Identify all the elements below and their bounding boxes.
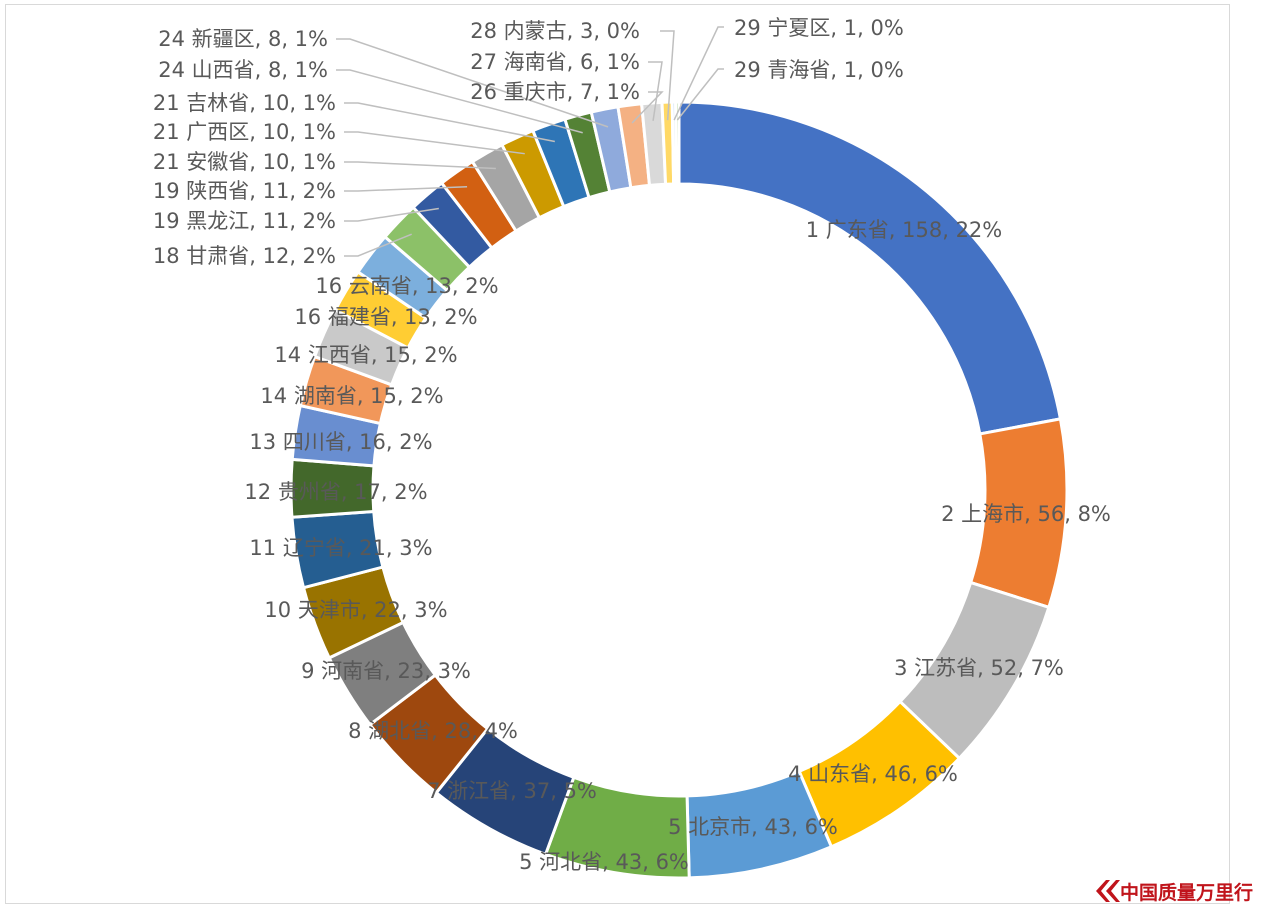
leader-line-28 xyxy=(660,30,675,121)
leader-line-25 xyxy=(336,38,609,128)
slice-label-12: 12 贵州省, 17, 2% xyxy=(244,480,427,504)
slice-label-1: 1 广东省, 158, 22% xyxy=(806,218,1003,242)
slice-label-4: 4 山东省, 46, 6% xyxy=(788,762,958,786)
slice-label-21: 21 安徽省, 10, 1% xyxy=(153,150,336,174)
slice-label-25: 24 新疆区, 8, 1% xyxy=(158,27,328,51)
leader-line-30 xyxy=(676,68,724,121)
slice-label-10: 10 天津市, 22, 3% xyxy=(264,598,447,622)
leader-line-20 xyxy=(344,185,468,192)
slice-label-8: 8 湖北省, 28, 4% xyxy=(348,719,518,743)
slice-label-14: 14 湖南省, 15, 2% xyxy=(260,384,443,408)
slice-label-9: 9 河南省, 23, 3% xyxy=(301,659,471,683)
slice-label-13: 13 四川省, 16, 2% xyxy=(249,430,432,454)
slice-label-3: 3 江苏省, 52, 7% xyxy=(894,656,1064,680)
slice-label-16: 16 福建省, 13, 2% xyxy=(294,305,477,329)
slice-label-17: 16 云南省, 13, 2% xyxy=(315,274,498,298)
donut-chart: 1 广东省, 158, 22% 2 上海市, 56, 8% 3 江苏省, 52, 7… xyxy=(153,16,1111,880)
slice-label-22: 21 广西区, 10, 1% xyxy=(153,120,336,144)
chart-frame: 1 广东省, 158, 22% 2 上海市, 56, 8% 3 江苏省, 52, 7… xyxy=(5,4,1230,904)
slice-label-2: 2 上海市, 56, 8% xyxy=(941,502,1111,526)
slice-label-7: 7 浙江省, 37, 5% xyxy=(427,779,597,803)
slice-label-23: 21 吉林省, 10, 1% xyxy=(153,91,336,115)
slice-label-29: 29 宁夏区, 1, 0% xyxy=(734,16,904,40)
leader-line-21 xyxy=(344,161,496,170)
slice-label-15: 14 江西省, 15, 2% xyxy=(274,343,457,367)
leader-line-23 xyxy=(344,102,555,143)
slice-label-18: 18 甘肃省, 12, 2% xyxy=(153,244,336,268)
double-chevron-logo-icon xyxy=(1096,880,1120,902)
slice-label-30: 29 青海省, 1, 0% xyxy=(734,58,904,82)
watermark-text: 中国质量万里行 xyxy=(1120,881,1254,904)
slice-label-26: 26 重庆市, 7, 1% xyxy=(470,80,640,104)
slice-30 xyxy=(674,100,681,186)
leader-line-29 xyxy=(673,26,724,121)
leader-line-27 xyxy=(648,61,663,122)
slices-group xyxy=(289,100,1069,880)
leader-line-26 xyxy=(631,91,664,124)
watermark: 中国质量万里行 xyxy=(1092,876,1253,906)
labels-group: 1 广东省, 158, 22% 2 上海市, 56, 8% 3 江苏省, 52, 7… xyxy=(153,16,1111,874)
slice-label-19: 19 黑龙江, 11, 2% xyxy=(153,209,336,233)
leader-line-18 xyxy=(344,233,412,257)
leader-line-24 xyxy=(336,69,583,134)
slice-label-11: 11 辽宁省, 21, 3% xyxy=(249,536,432,560)
slice-label-5: 5 北京市, 43, 6% xyxy=(668,815,838,839)
slice-label-28: 28 内蒙古, 3, 0% xyxy=(470,19,640,43)
leader-lines-group xyxy=(336,26,724,257)
slice-label-20: 19 陕西省, 11, 2% xyxy=(153,179,336,203)
slice-label-6: 5 河北省, 43, 6% xyxy=(519,850,689,874)
slice-label-24: 24 山西省, 8, 1% xyxy=(158,58,328,82)
leader-line-22 xyxy=(344,131,525,155)
slice-1 xyxy=(677,100,1063,436)
leader-line-19 xyxy=(344,207,439,222)
slice-label-27: 27 海南省, 6, 1% xyxy=(470,50,640,74)
